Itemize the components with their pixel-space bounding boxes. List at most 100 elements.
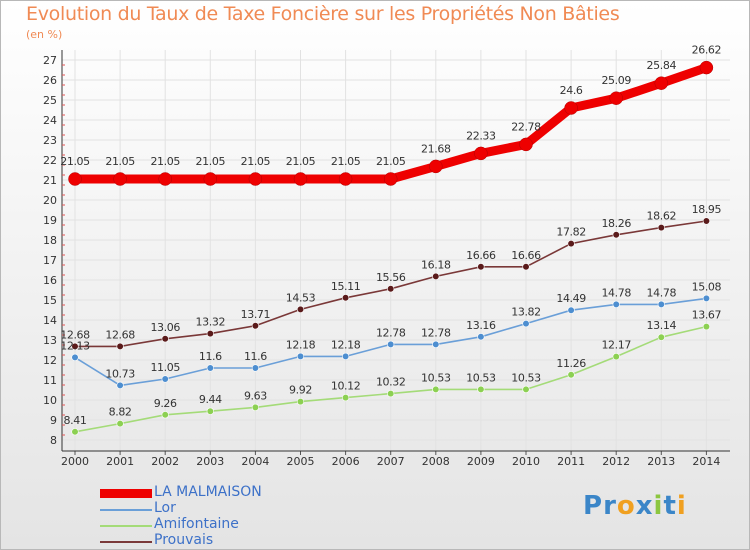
data-point bbox=[68, 172, 82, 186]
data-label: 9.63 bbox=[244, 389, 267, 402]
data-label: 13.71 bbox=[241, 308, 271, 321]
legend-label: Prouvais bbox=[154, 532, 214, 548]
data-label: 18.95 bbox=[692, 203, 722, 216]
y-tick-label: 24 bbox=[43, 114, 57, 127]
data-point bbox=[71, 428, 79, 436]
data-point bbox=[158, 172, 172, 186]
data-label: 14.49 bbox=[556, 292, 586, 305]
data-label: 12.68 bbox=[60, 328, 90, 341]
x-tick-label: 2001 bbox=[106, 455, 134, 468]
series-la-malmaison bbox=[68, 60, 714, 186]
y-tick-label: 19 bbox=[43, 214, 57, 227]
legend-item: Prouvais bbox=[100, 532, 340, 550]
data-label: 21.05 bbox=[241, 155, 271, 168]
data-point bbox=[203, 172, 218, 186]
data-label: 25.09 bbox=[601, 74, 631, 87]
x-tick-label: 2009 bbox=[467, 455, 495, 468]
legend-item: LA MALMAISON bbox=[100, 484, 340, 502]
data-point bbox=[567, 240, 575, 248]
data-point bbox=[702, 217, 711, 225]
data-label: 9.44 bbox=[199, 393, 222, 406]
data-point bbox=[251, 403, 259, 412]
y-tick-label: 8 bbox=[50, 434, 57, 447]
y-tick-label: 10 bbox=[43, 394, 57, 407]
axes: 8 9 10 11 12 13 14 15 16 17 18 19 20 21 22 23 24 25 26 27 20… bbox=[43, 50, 730, 468]
data-point bbox=[609, 91, 623, 105]
data-point bbox=[342, 394, 350, 402]
data-label: 22.78 bbox=[511, 120, 541, 133]
data-point bbox=[113, 172, 127, 186]
data-label: 11.26 bbox=[556, 357, 586, 370]
data-label: 9.26 bbox=[154, 397, 177, 410]
data-point bbox=[293, 172, 308, 186]
logo-letter: i bbox=[653, 491, 664, 521]
data-label: 24.6 bbox=[560, 84, 583, 97]
y-tick-label: 25 bbox=[43, 94, 57, 107]
grid bbox=[62, 50, 730, 451]
x-tick-label: 2007 bbox=[377, 455, 405, 468]
data-point bbox=[161, 335, 169, 343]
x-tick-label: 2005 bbox=[287, 455, 315, 468]
data-label: 25.84 bbox=[647, 59, 677, 72]
series-lor bbox=[71, 294, 711, 390]
data-point bbox=[474, 146, 488, 161]
data-label: 21.05 bbox=[286, 155, 316, 168]
x-tick-label: 2004 bbox=[241, 455, 269, 468]
data-point bbox=[522, 263, 530, 271]
data-point bbox=[387, 390, 395, 398]
data-label: 13.32 bbox=[196, 316, 226, 329]
data-label: 10.12 bbox=[331, 380, 361, 393]
y-tick-label: 20 bbox=[43, 194, 57, 207]
data-label: 22.33 bbox=[466, 129, 496, 142]
x-tick-label: 2003 bbox=[196, 455, 224, 468]
logo-letter: o bbox=[616, 491, 636, 521]
logo-letter: x bbox=[635, 491, 654, 521]
data-point bbox=[657, 224, 665, 232]
data-label: 14.78 bbox=[647, 286, 677, 299]
data-label: 11.6 bbox=[199, 350, 222, 363]
y-tick-label: 23 bbox=[43, 134, 57, 147]
y-tick-label: 12 bbox=[43, 354, 57, 367]
chart-title: Evolution du Taux de Taxe Foncière sur l… bbox=[26, 3, 620, 25]
data-label: 10.53 bbox=[421, 371, 451, 384]
data-point bbox=[296, 305, 305, 314]
data-point bbox=[432, 385, 440, 394]
data-label: 13.16 bbox=[466, 319, 496, 332]
data-point bbox=[387, 340, 395, 349]
data-point bbox=[702, 323, 711, 331]
data-point bbox=[161, 411, 169, 419]
data-label: 15.56 bbox=[376, 271, 406, 284]
data-label: 13.06 bbox=[150, 321, 180, 334]
data-label: 12.18 bbox=[286, 338, 316, 351]
data-point bbox=[116, 342, 124, 351]
y-tick-label: 16 bbox=[43, 274, 57, 287]
data-label: 11.6 bbox=[244, 350, 267, 363]
data-point bbox=[657, 300, 665, 309]
data-label: 12.68 bbox=[105, 328, 135, 341]
data-point bbox=[206, 330, 214, 338]
data-point bbox=[387, 285, 395, 293]
data-label: 18.62 bbox=[647, 210, 677, 223]
data-label: 16.66 bbox=[511, 249, 541, 262]
data-point bbox=[161, 375, 169, 383]
data-point bbox=[206, 407, 214, 415]
x-tick-label: 2008 bbox=[422, 455, 450, 468]
data-labels: 21.05 21.05 21.05 21.05 21.05 21.05 21.05 21.05… bbox=[60, 44, 722, 427]
x-tick-label: 2000 bbox=[61, 455, 89, 468]
data-point bbox=[296, 352, 305, 361]
data-point bbox=[338, 172, 353, 186]
data-label: 21.05 bbox=[376, 155, 406, 168]
series-prouvais bbox=[71, 217, 711, 351]
legend: LA MALMAISON Lor Amifontaine Prouvais bbox=[100, 484, 340, 550]
data-point bbox=[612, 231, 620, 239]
x-tick-label: 2014 bbox=[692, 455, 720, 468]
y-tick-label: 15 bbox=[43, 294, 57, 307]
data-point bbox=[657, 333, 665, 341]
y-tick-label: 18 bbox=[43, 234, 57, 247]
data-point bbox=[71, 342, 79, 351]
data-label: 8.41 bbox=[64, 414, 87, 427]
data-point bbox=[567, 306, 575, 314]
data-label: 26.62 bbox=[692, 44, 722, 57]
y-tick-label: 9 bbox=[50, 414, 57, 427]
